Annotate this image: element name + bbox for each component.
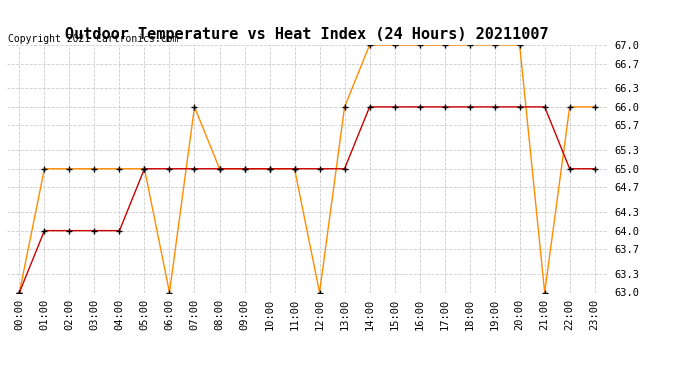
Title: Outdoor Temperature vs Heat Index (24 Hours) 20211007: Outdoor Temperature vs Heat Index (24 Ho… <box>66 27 549 42</box>
Text: Copyright 2021 Cartronics.com: Copyright 2021 Cartronics.com <box>8 34 179 44</box>
